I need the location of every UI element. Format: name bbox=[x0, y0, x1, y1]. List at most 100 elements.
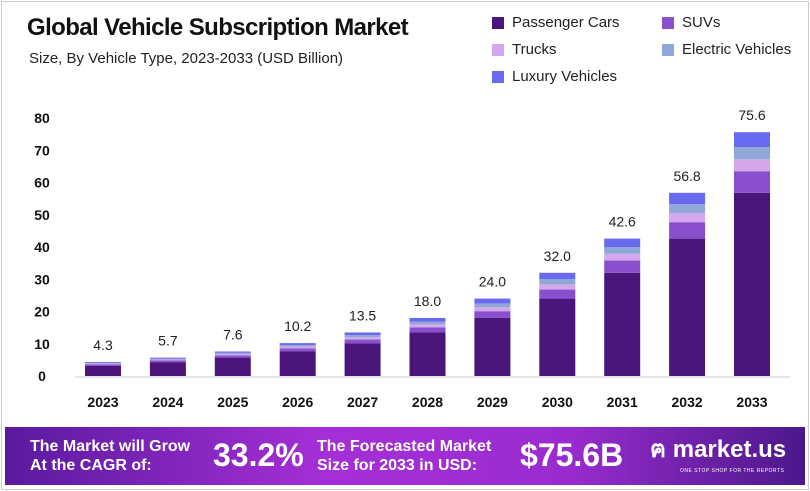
legend-item: Electric Vehicles bbox=[662, 41, 791, 58]
bar-segment bbox=[734, 132, 770, 148]
bar-segment bbox=[409, 324, 446, 328]
legend-label: Trucks bbox=[512, 41, 557, 58]
legend-label: SUVs bbox=[682, 14, 721, 31]
bar-segment bbox=[669, 238, 706, 376]
x-tick-label: 2024 bbox=[152, 394, 183, 410]
logo-tagline: ONE STOP SHOP FOR THE REPORTS bbox=[680, 468, 785, 474]
bar-segment bbox=[409, 317, 446, 322]
x-tick-label: 2031 bbox=[607, 394, 638, 410]
data-label: 18.0 bbox=[414, 293, 441, 309]
y-tick-label: 40 bbox=[34, 239, 50, 255]
bar-segment bbox=[214, 351, 251, 353]
legend-item: SUVs bbox=[662, 14, 720, 31]
bar-segment bbox=[344, 337, 381, 340]
bar-segment bbox=[214, 354, 251, 356]
bar-segment bbox=[539, 272, 576, 280]
bar-segment bbox=[85, 365, 121, 376]
legend-swatch bbox=[662, 16, 674, 29]
x-tick-label: 2030 bbox=[542, 394, 573, 410]
bar-segment bbox=[279, 351, 316, 376]
x-tick-label: 2028 bbox=[412, 394, 443, 410]
bar-segment bbox=[474, 298, 511, 304]
x-tick-label: 2026 bbox=[282, 394, 313, 410]
bar-segment bbox=[669, 213, 706, 223]
bar-segment bbox=[279, 346, 316, 349]
data-label: 5.7 bbox=[158, 333, 178, 349]
bar-segment bbox=[279, 345, 316, 347]
bar-segment bbox=[474, 307, 511, 312]
bar-segment bbox=[214, 355, 251, 358]
logo: ฅ market.us bbox=[650, 437, 786, 463]
bar-segment bbox=[344, 343, 381, 376]
x-tick-label: 2033 bbox=[736, 394, 767, 410]
bar-segment bbox=[149, 362, 186, 376]
data-label: 4.3 bbox=[93, 337, 113, 353]
bar-segment bbox=[279, 348, 316, 352]
bar-segment bbox=[669, 222, 706, 239]
forecast-text-2: Size for 2033 in USD: bbox=[317, 457, 478, 474]
legend-item: Luxury Vehicles bbox=[492, 68, 617, 85]
data-label: 13.5 bbox=[349, 307, 376, 323]
legend-label: Passenger Cars bbox=[512, 14, 620, 31]
data-label: 24.0 bbox=[479, 274, 506, 290]
bar-segment bbox=[344, 335, 381, 338]
data-label: 42.6 bbox=[609, 214, 636, 230]
x-tick-label: 2032 bbox=[672, 394, 703, 410]
y-tick-label: 70 bbox=[34, 142, 50, 158]
bar-segment bbox=[539, 298, 576, 376]
legend-swatch bbox=[492, 16, 504, 29]
bar-segment bbox=[604, 260, 641, 273]
bar-segment bbox=[149, 359, 186, 361]
y-tick-label: 10 bbox=[34, 336, 50, 352]
data-label: 75.6 bbox=[738, 107, 765, 123]
banner: The Market will Grow At the CAGR of: 33.2… bbox=[5, 427, 805, 485]
y-tick-label: 30 bbox=[34, 271, 50, 287]
chart-title: Global Vehicle Subscription Market bbox=[27, 14, 409, 41]
x-tick-label: 2027 bbox=[347, 394, 378, 410]
bar-segment bbox=[669, 192, 706, 205]
bar-segment bbox=[409, 321, 446, 325]
legend-label: Electric Vehicles bbox=[682, 41, 792, 58]
bar-segment bbox=[85, 364, 121, 366]
bar-segment bbox=[149, 360, 186, 363]
bar-segment bbox=[85, 362, 121, 364]
bar-segment bbox=[734, 159, 770, 172]
bar-segment bbox=[604, 238, 641, 247]
bar-segment bbox=[344, 339, 381, 344]
logo-text: market.us bbox=[672, 437, 787, 463]
bar-segment bbox=[85, 363, 121, 364]
cagr-value: 33.2% bbox=[213, 437, 304, 473]
bar-segment bbox=[214, 357, 251, 376]
x-tick-label: 2029 bbox=[477, 394, 508, 410]
cagr-text-2: At the CAGR of: bbox=[30, 457, 152, 474]
cagr-text-1: The Market will Grow bbox=[30, 438, 191, 455]
bar-segment bbox=[149, 357, 186, 359]
bar-segment bbox=[604, 272, 641, 376]
bar-segment bbox=[214, 352, 251, 355]
chart-subtitle: Size, By Vehicle Type, 2023-2033 (USD Bi… bbox=[29, 50, 344, 67]
bar-segment bbox=[539, 284, 576, 290]
data-label: 56.8 bbox=[673, 168, 700, 184]
bar-segment bbox=[409, 327, 446, 333]
bar-segment bbox=[734, 147, 770, 160]
bar-segment bbox=[604, 253, 641, 261]
bar-segment bbox=[474, 311, 511, 318]
bar-segment bbox=[409, 332, 446, 376]
x-tick-label: 2025 bbox=[217, 394, 248, 410]
legend-swatch bbox=[492, 43, 504, 56]
data-label: 32.0 bbox=[544, 248, 571, 264]
bar-segment bbox=[85, 363, 121, 365]
bar-segment bbox=[474, 317, 511, 376]
bar-segment bbox=[279, 343, 316, 346]
legend-swatch bbox=[492, 70, 504, 83]
forecast-value: $75.6B bbox=[520, 437, 624, 473]
data-label: 7.6 bbox=[223, 326, 243, 342]
legend-swatch bbox=[662, 43, 674, 56]
bar-segment bbox=[604, 247, 641, 254]
bar-segment bbox=[539, 279, 576, 285]
legend-label: Luxury Vehicles bbox=[512, 68, 618, 85]
bar-segment bbox=[149, 358, 186, 360]
bar-segment bbox=[344, 332, 381, 336]
logo-icon: ฅ bbox=[650, 437, 667, 463]
